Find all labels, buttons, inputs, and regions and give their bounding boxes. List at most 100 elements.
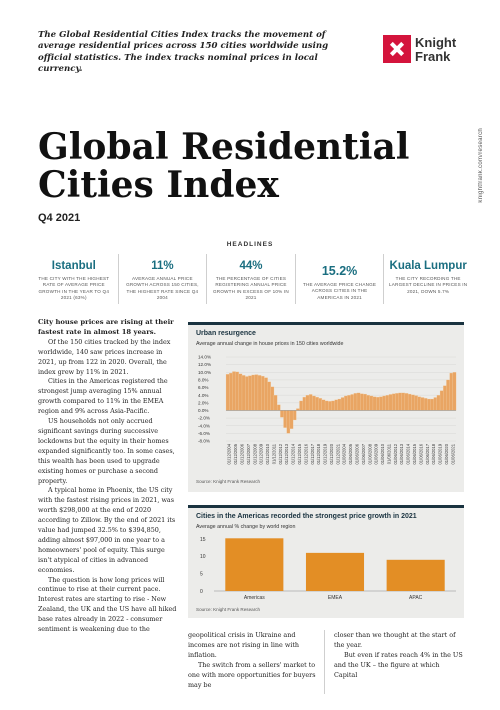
- data-bar: [251, 374, 255, 411]
- x-tick-label: 01/06/2020: [444, 443, 449, 464]
- data-bar: [344, 395, 348, 411]
- y-tick-label: 14.0%: [198, 355, 211, 360]
- body-paragraph: geopolitical crisis in Ukraine and incom…: [188, 631, 300, 659]
- headline-item: 15.2% THE AVERAGE PRICE CHANGE ACROSS CI…: [296, 254, 385, 304]
- headline-desc: THE AVERAGE PRICE CHANGE ACROSS CITIES I…: [303, 282, 377, 300]
- x-tick-label: 01/06/2008: [367, 443, 372, 464]
- x-tick-label: 01/12/2021: [335, 443, 340, 464]
- x-tick-label: 01/06/2004: [342, 443, 347, 464]
- y-tick-label: 6.0%: [198, 385, 208, 390]
- report-period: Q4 2021: [38, 212, 81, 224]
- headline-desc: THE CITY WITH THE HIGHEST RATE OF AVERAG…: [38, 276, 110, 301]
- data-bar: [305, 395, 310, 411]
- data-bar: [385, 395, 390, 411]
- region-bar: [225, 538, 284, 591]
- data-bar: [452, 372, 457, 411]
- data-bar: [360, 393, 364, 411]
- body-paragraph: Cities in the Americas registered the st…: [38, 377, 168, 416]
- data-bar: [273, 395, 278, 411]
- y-tick-label: 8.0%: [198, 378, 208, 383]
- data-bar: [235, 371, 240, 411]
- data-bar: [232, 371, 236, 411]
- data-bar: [439, 390, 444, 411]
- headline-value: 44%: [239, 260, 263, 272]
- data-bar: [436, 395, 441, 411]
- data-bar: [423, 398, 428, 411]
- side-url[interactable]: knightfrank.com/research: [478, 128, 484, 203]
- data-bar: [270, 386, 275, 411]
- data-bar: [286, 410, 291, 434]
- x-tick-label: 01/12/2011: [271, 443, 276, 464]
- data-bar: [299, 400, 303, 411]
- headlines-strip: Istanbul THE CITY WITH THE HIGHEST RATE …: [30, 254, 472, 304]
- y-tick-label: 4.0%: [198, 393, 208, 398]
- body-paragraph: The switch from a sellers' market to one…: [188, 661, 316, 689]
- data-bar: [261, 375, 265, 411]
- body-paragraph: But even if rates reach 4% in the US and…: [334, 651, 463, 679]
- y-tick-label: 10: [200, 554, 206, 560]
- data-bar: [356, 392, 361, 411]
- title-line1: Global Residential: [38, 126, 410, 168]
- headline-item: Istanbul THE CITY WITH THE HIGHEST RATE …: [30, 254, 119, 304]
- data-bar: [407, 393, 412, 411]
- knight-frank-logo[interactable]: Knight Frank: [383, 35, 473, 65]
- y-tick-label: 10.0%: [198, 370, 211, 375]
- x-tick-label: 01/06/2018: [431, 443, 436, 464]
- data-bar: [379, 396, 383, 411]
- body-paragraph: A typical home in Phoenix, the US city w…: [38, 486, 176, 574]
- logo-mark-icon: [383, 35, 411, 63]
- logo-line1: Knight: [415, 35, 457, 50]
- title-line2: Cities Index: [38, 164, 279, 206]
- y-tick-label: 0.0%: [198, 408, 208, 413]
- data-bar: [312, 395, 316, 411]
- intro-text: The Global Residential Cities Index trac…: [38, 30, 329, 75]
- body-paragraph: Of the 150 cities tracked by the index w…: [38, 337, 171, 376]
- x-tick-label: 01/12/2013: [284, 443, 289, 464]
- data-bar: [254, 374, 259, 411]
- x-tick-label: 01/06/2021: [450, 443, 455, 464]
- headline-desc: THE PERCENTAGE OF CITIES REGISTERING ANN…: [213, 276, 289, 301]
- headline-item: 44% THE PERCENTAGE OF CITIES REGISTERING…: [207, 254, 296, 304]
- x-tick-label: 01/06/2014: [406, 443, 411, 464]
- data-bar: [363, 393, 367, 411]
- data-bar: [241, 375, 246, 411]
- chart-region-growth: Cities in the Americas recorded the stro…: [188, 505, 464, 618]
- x-tick-label: 01/12/2010: [265, 443, 270, 464]
- chart1-title: Urban resurgence: [196, 330, 256, 337]
- x-tick-label: 01/12/2019: [323, 443, 328, 464]
- data-bar: [350, 394, 355, 411]
- data-bar: [433, 397, 438, 411]
- x-tick-label: 01/12/2007: [246, 443, 251, 464]
- data-bar: [337, 398, 342, 411]
- y-tick-label: 0: [200, 589, 203, 595]
- x-tick-label: 01/06/2010: [380, 443, 385, 464]
- body-column-1: City house prices are rising at their fa…: [38, 318, 178, 635]
- x-tick-label: 01/06/2011: [386, 443, 391, 464]
- x-tick-label: 01/12/2006: [239, 443, 244, 464]
- data-bar: [398, 392, 402, 411]
- headline-desc: THE CITY RECORDING THE LARGEST DECLINE I…: [389, 276, 468, 294]
- x-tick-label: 01/06/2007: [361, 443, 366, 464]
- x-tick-label: 01/06/2013: [399, 443, 404, 464]
- x-tick-label: 01/12/2008: [252, 443, 257, 464]
- x-tick-label: 01/12/2014: [291, 443, 296, 464]
- data-bar: [417, 396, 422, 411]
- lead-paragraph: City house prices are rising at their fa…: [38, 318, 174, 336]
- data-bar: [321, 399, 326, 411]
- headlines-label: HEADLINES: [226, 241, 274, 248]
- data-bar: [245, 376, 249, 411]
- data-bar: [404, 393, 409, 411]
- headline-desc: AVERAGE ANNUAL PRICE GROWTH ACROSS 150 C…: [126, 276, 199, 301]
- chart-urban-resurgence: Urban resurgence Average annual change i…: [188, 322, 464, 492]
- body-column-3: closer than we thought at the start of t…: [334, 630, 464, 680]
- data-bar: [391, 393, 396, 411]
- x-tick-label: 01/12/2016: [303, 443, 308, 464]
- x-tick-label: 01/06/2019: [438, 443, 443, 464]
- x-category-label: EMEA: [328, 595, 343, 601]
- data-bar: [248, 375, 252, 411]
- y-tick-label: 12.0%: [198, 362, 211, 367]
- body-paragraph: US households not only accrued significa…: [38, 417, 175, 485]
- data-bar: [430, 398, 434, 411]
- headline-value: 15.2%: [321, 264, 358, 278]
- data-bar: [420, 397, 425, 411]
